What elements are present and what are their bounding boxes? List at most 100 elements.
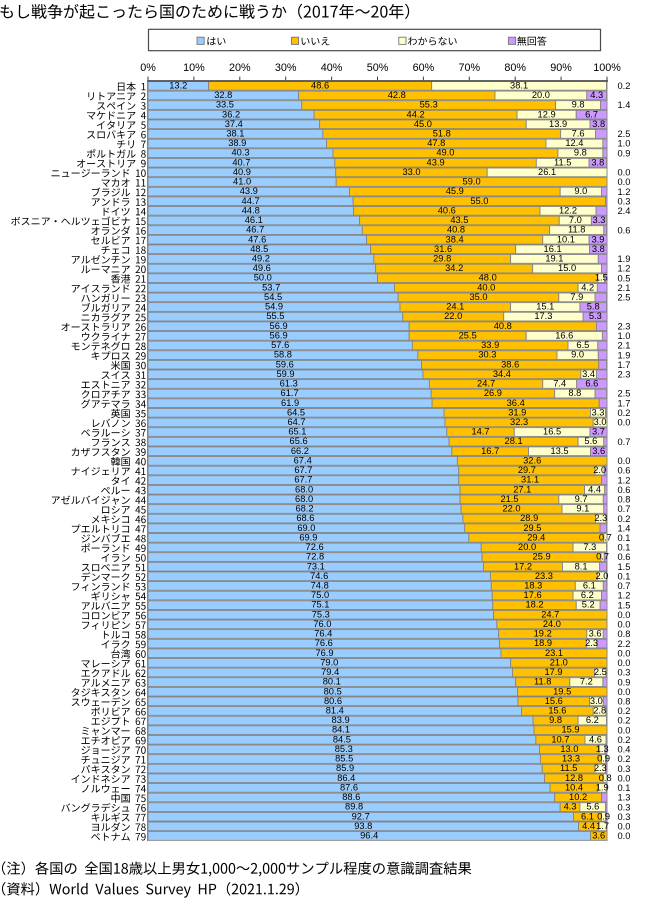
svg-text:2.0: 2.0 [593, 465, 606, 475]
svg-text:0.2: 0.2 [618, 754, 631, 764]
svg-text:6.6: 6.6 [585, 379, 598, 389]
svg-text:0.0: 0.0 [618, 418, 631, 428]
svg-text:15.1: 15.1 [536, 302, 554, 312]
svg-text:0.1: 0.1 [618, 543, 631, 553]
svg-text:16.5: 16.5 [543, 427, 561, 437]
svg-text:24.0: 24.0 [543, 619, 561, 629]
svg-text:13.9: 13.9 [549, 119, 567, 129]
svg-text:1.9: 1.9 [618, 254, 631, 264]
svg-text:1.0: 1.0 [618, 139, 631, 149]
svg-text:49.0: 49.0 [436, 148, 454, 158]
svg-text:66.2: 66.2 [291, 446, 309, 456]
svg-text:5.3: 5.3 [589, 311, 602, 321]
svg-text:0.0: 0.0 [618, 168, 631, 178]
svg-text:4.3: 4.3 [590, 90, 603, 100]
svg-text:11.5: 11.5 [554, 157, 571, 167]
svg-text:40.8: 40.8 [494, 321, 512, 331]
svg-text:85.9: 85.9 [336, 763, 354, 773]
svg-text:0.6: 0.6 [618, 485, 631, 495]
svg-text:3.6: 3.6 [592, 831, 605, 841]
svg-text:50.0: 50.0 [254, 273, 272, 283]
svg-text:35.0: 35.0 [469, 292, 487, 302]
svg-text:1.9: 1.9 [596, 782, 609, 792]
svg-text:5.6: 5.6 [586, 802, 599, 812]
svg-text:59.9: 59.9 [276, 369, 294, 379]
svg-text:50%: 50% [367, 62, 389, 74]
svg-text:68.0: 68.0 [295, 494, 313, 504]
svg-text:0.1: 0.1 [618, 783, 631, 793]
svg-text:38.4: 38.4 [446, 234, 464, 244]
svg-text:22.0: 22.0 [444, 311, 462, 321]
svg-text:74.8: 74.8 [311, 580, 329, 590]
svg-text:24.7: 24.7 [541, 609, 559, 619]
svg-text:83.9: 83.9 [332, 715, 350, 725]
svg-text:0.0: 0.0 [618, 620, 631, 630]
svg-text:12.4: 12.4 [565, 138, 583, 148]
svg-text:0.8: 0.8 [618, 495, 631, 505]
svg-text:30.3: 30.3 [478, 350, 496, 360]
svg-text:1.5: 1.5 [618, 600, 631, 610]
svg-text:1.4: 1.4 [618, 523, 631, 533]
svg-text:44.7: 44.7 [242, 196, 260, 206]
svg-text:76.6: 76.6 [315, 638, 333, 648]
svg-text:88.6: 88.6 [342, 792, 360, 802]
svg-text:23.1: 23.1 [545, 648, 563, 658]
svg-text:93.8: 93.8 [354, 821, 372, 831]
svg-text:1.2: 1.2 [618, 475, 631, 485]
svg-text:80%: 80% [504, 62, 526, 74]
svg-text:43.5: 43.5 [450, 215, 468, 225]
svg-text:53.7: 53.7 [262, 282, 280, 292]
svg-text:0.7: 0.7 [618, 504, 631, 514]
svg-text:3.3: 3.3 [592, 407, 605, 417]
svg-text:0.3: 0.3 [618, 196, 631, 206]
svg-text:41.0: 41.0 [233, 177, 251, 187]
svg-text:1.0: 1.0 [618, 331, 631, 341]
svg-text:40%: 40% [321, 62, 343, 74]
svg-text:56.9: 56.9 [270, 321, 288, 331]
svg-text:67.7: 67.7 [294, 475, 312, 485]
svg-text:0.0: 0.0 [618, 610, 631, 620]
svg-text:23.3: 23.3 [535, 571, 553, 581]
svg-text:25.9: 25.9 [533, 552, 551, 562]
svg-text:0.1: 0.1 [618, 571, 631, 581]
svg-text:36.2: 36.2 [222, 109, 240, 119]
svg-text:75.3: 75.3 [312, 609, 330, 619]
svg-text:4.4: 4.4 [582, 821, 595, 831]
svg-text:0.2: 0.2 [618, 706, 631, 716]
svg-text:56.9: 56.9 [270, 330, 288, 340]
svg-text:74.6: 74.6 [310, 571, 328, 581]
svg-text:84.1: 84.1 [332, 725, 350, 735]
svg-text:1.7: 1.7 [618, 398, 631, 408]
svg-text:25.5: 25.5 [459, 330, 477, 340]
svg-text:1.4: 1.4 [618, 100, 631, 110]
svg-text:3.8: 3.8 [592, 119, 605, 129]
svg-text:9.0: 9.0 [571, 350, 584, 360]
svg-text:3.0: 3.0 [594, 417, 607, 427]
svg-text:0.9: 0.9 [597, 811, 610, 821]
svg-text:70%: 70% [458, 62, 480, 74]
svg-text:89.8: 89.8 [345, 802, 363, 812]
svg-text:58.8: 58.8 [274, 350, 292, 360]
svg-text:1.3: 1.3 [596, 744, 609, 754]
svg-text:2.3: 2.3 [618, 321, 631, 331]
svg-text:5.2: 5.2 [582, 600, 595, 610]
svg-text:38.1: 38.1 [226, 128, 244, 138]
svg-text:13.5: 13.5 [550, 446, 568, 456]
svg-text:64.5: 64.5 [287, 407, 305, 417]
svg-text:34.2: 34.2 [445, 263, 463, 273]
svg-text:2.3: 2.3 [585, 638, 598, 648]
svg-text:9.7: 9.7 [575, 494, 588, 504]
svg-text:6.1: 6.1 [583, 580, 596, 590]
svg-text:18.2: 18.2 [525, 600, 543, 610]
svg-text:13.0: 13.0 [560, 744, 578, 754]
svg-text:47.8: 47.8 [427, 138, 445, 148]
svg-text:1.2: 1.2 [618, 591, 631, 601]
svg-text:1.5: 1.5 [618, 562, 631, 572]
svg-text:17.9: 17.9 [544, 667, 562, 677]
svg-text:42.8: 42.8 [388, 90, 406, 100]
svg-text:40.6: 40.6 [438, 205, 456, 215]
svg-text:18.9: 18.9 [534, 638, 552, 648]
svg-text:0.9: 0.9 [597, 754, 610, 764]
svg-text:49.2: 49.2 [252, 254, 270, 264]
svg-text:11.8: 11.8 [534, 677, 551, 687]
